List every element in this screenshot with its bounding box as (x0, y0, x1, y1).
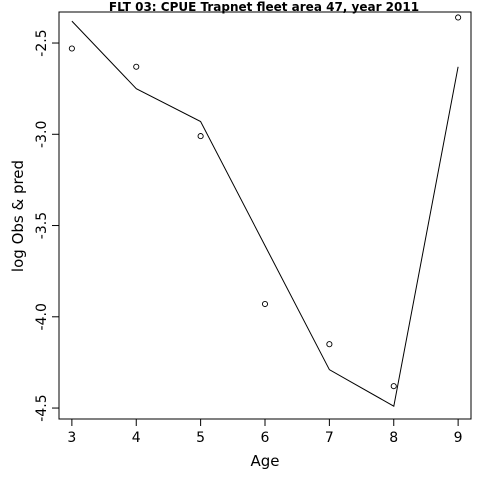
y-tick-label-4: -2.5 (34, 29, 50, 56)
predicted-line (71, 20, 459, 407)
chart-title: FLT 03: CPUE Trapnet fleet area 47, year… (109, 0, 419, 14)
y-axis: -4.5 -4.0 -3.5 -3.0 -2.5 (34, 29, 59, 422)
observed-series (68, 14, 462, 390)
observed-point-2 (197, 133, 204, 140)
y-tick-label-1: -4.0 (34, 303, 50, 330)
x-tick-label-1: 4 (132, 430, 141, 446)
x-tick-label-0: 3 (67, 430, 76, 446)
y-tick-label-2: -3.5 (34, 212, 50, 239)
observed-point-4 (326, 341, 333, 348)
observed-point-0 (68, 45, 75, 52)
x-tick-label-6: 9 (454, 430, 463, 446)
x-axis: 3 4 5 6 7 8 9 (67, 419, 463, 446)
y-tick-label-3: -3.0 (34, 121, 50, 148)
observed-point-5 (390, 383, 397, 390)
x-tick-label-3: 6 (261, 430, 270, 446)
observed-point-3 (261, 300, 269, 308)
x-axis-title: Age (250, 452, 279, 470)
x-tick-label-5: 8 (389, 430, 398, 446)
y-tick-label-0: -4.5 (34, 394, 50, 421)
observed-point-1 (133, 63, 140, 70)
observed-point-6 (455, 14, 462, 21)
y-axis-title: log Obs & pred (9, 160, 27, 272)
x-tick-label-2: 5 (196, 430, 205, 446)
predicted-series (71, 20, 459, 407)
x-tick-label-4: 7 (325, 430, 334, 446)
